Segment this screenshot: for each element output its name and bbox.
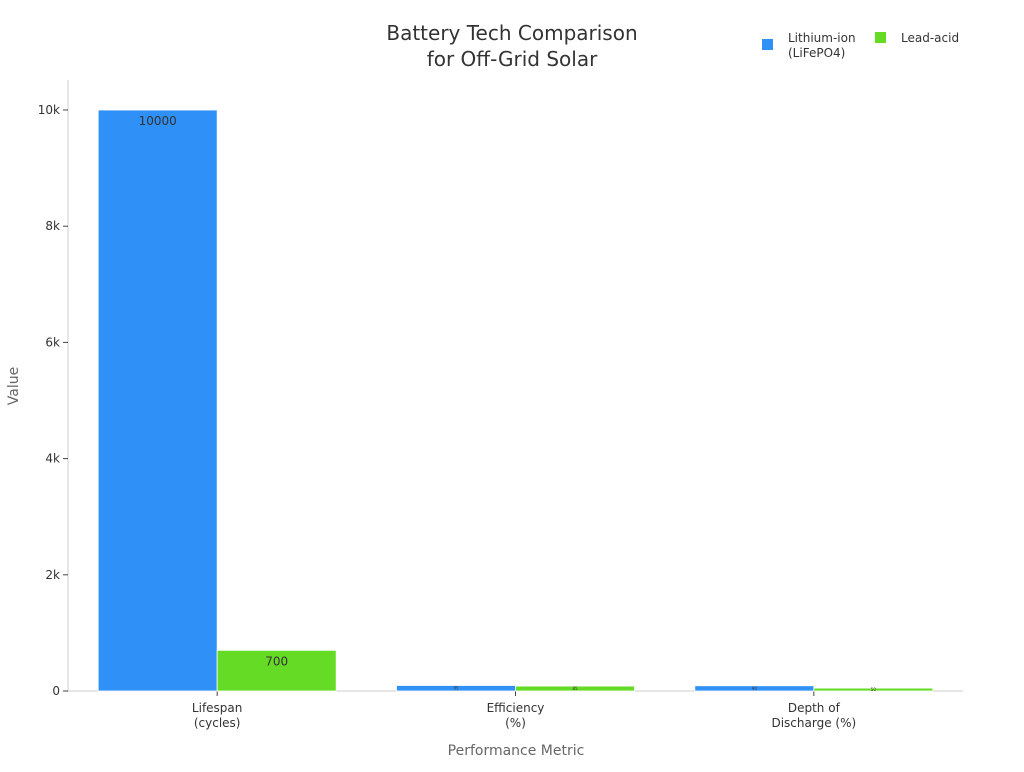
data-label: 95 xyxy=(453,686,459,691)
x-tick-label: Depth of Discharge (%) xyxy=(771,701,856,730)
bar xyxy=(97,109,218,692)
legend-label: Lead-acid xyxy=(901,31,959,45)
y-tick-label: 0 xyxy=(52,684,60,698)
y-axis-label: Value xyxy=(6,367,22,405)
x-tick-label: Lifespan (cycles) xyxy=(192,701,242,730)
legend-label: Lithium-ion (LiFePO4) xyxy=(788,31,856,60)
x-axis-label: Performance Metric xyxy=(448,743,585,759)
y-tick-label: 6k xyxy=(45,335,60,349)
bar xyxy=(216,649,337,692)
data-label: 50 xyxy=(871,687,877,692)
y-tick-label: 4k xyxy=(45,452,60,466)
legend-swatch xyxy=(875,32,886,43)
chart-title: Battery Tech Comparison for Off-Grid Sola… xyxy=(386,21,637,71)
data-label: 700 xyxy=(265,654,288,668)
data-label: 90 xyxy=(752,686,758,691)
data-label: 10000 xyxy=(139,114,177,128)
y-tick-label: 2k xyxy=(45,568,60,582)
bar xyxy=(515,685,635,692)
legend-swatch xyxy=(762,39,773,50)
data-label: 85 xyxy=(572,686,578,691)
bar xyxy=(813,687,934,692)
y-tick-label: 10k xyxy=(38,103,60,117)
x-tick-label: Efficiency (%) xyxy=(487,701,545,730)
y-tick-label: 8k xyxy=(45,219,60,233)
